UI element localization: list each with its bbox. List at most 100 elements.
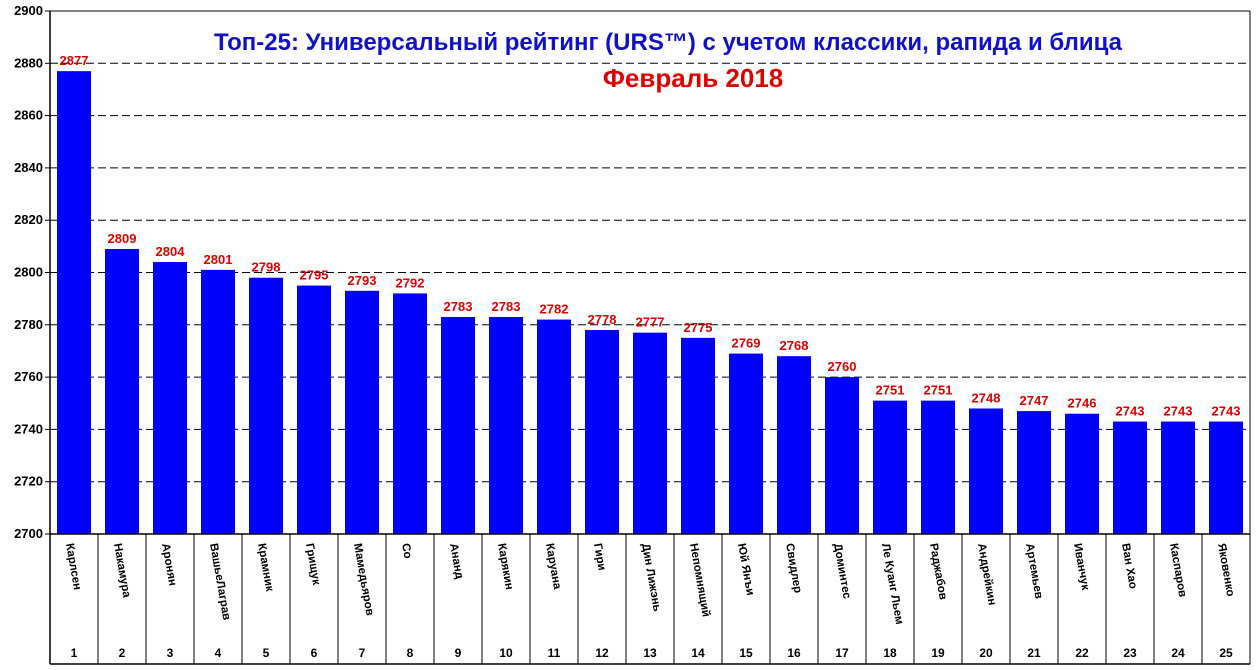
rank-label: 22 xyxy=(1075,646,1089,660)
bar xyxy=(1113,421,1147,534)
bar xyxy=(441,316,475,534)
value-label: 2801 xyxy=(204,252,233,267)
value-label: 2778 xyxy=(588,312,617,327)
bar xyxy=(105,248,139,534)
rank-label: 25 xyxy=(1219,646,1233,660)
y-tick-label: 2780 xyxy=(14,317,43,332)
value-label: 2809 xyxy=(108,231,137,246)
y-axis: 2700 2720 2740 2760 2780 2800 2820 2840 2860 2880… xyxy=(14,3,1251,664)
y-tick-label: 2860 xyxy=(14,108,43,123)
rank-label: 5 xyxy=(263,646,270,660)
chart-subtitle: Февраль 2018 xyxy=(603,63,784,93)
bar xyxy=(57,71,91,535)
bar xyxy=(345,290,379,534)
x-category-label: Крамник xyxy=(255,542,275,592)
x-category-label: Накамура xyxy=(111,542,132,599)
bar xyxy=(1017,411,1051,534)
rank-label: 4 xyxy=(215,646,222,660)
bar xyxy=(249,277,283,534)
bar xyxy=(873,400,907,534)
x-category-label: Со xyxy=(399,542,413,559)
y-tick-label: 2900 xyxy=(14,3,43,18)
bar xyxy=(777,356,811,534)
rank-label: 15 xyxy=(739,646,753,660)
x-category-label: Каспаров xyxy=(1167,542,1188,598)
value-label: 2760 xyxy=(828,359,857,374)
rank-label: 24 xyxy=(1171,646,1185,660)
y-tick-label: 2760 xyxy=(14,369,43,384)
bar xyxy=(489,316,523,534)
bar xyxy=(393,293,427,534)
bar xyxy=(633,332,667,534)
x-category-label: ВашьеЛаграв xyxy=(207,542,232,621)
x-category-label: Грищук xyxy=(303,542,322,586)
bar xyxy=(153,262,187,534)
value-label: 2748 xyxy=(972,390,1001,405)
x-category-label: Яковенко xyxy=(1215,542,1236,597)
bar xyxy=(537,319,571,534)
y-tick-label: 2820 xyxy=(14,212,43,227)
rank-label: 12 xyxy=(595,646,609,660)
value-label: 2768 xyxy=(780,338,809,353)
bar xyxy=(201,269,235,534)
bar xyxy=(585,330,619,534)
x-category-label: Аронян xyxy=(159,542,178,586)
x-category-label: Непомнящий xyxy=(687,542,712,617)
value-label: 2783 xyxy=(492,299,521,314)
bar xyxy=(1209,421,1243,534)
rank-label: 11 xyxy=(548,646,561,660)
x-category-label: Свидлер xyxy=(783,542,804,594)
x-category-label: Юй Янъи xyxy=(735,542,756,596)
rank-label: 8 xyxy=(407,646,414,660)
bar xyxy=(297,285,331,534)
y-tick-label: 2840 xyxy=(14,160,43,175)
value-label: 2743 xyxy=(1116,404,1145,419)
bar xyxy=(825,377,859,534)
value-label: 2743 xyxy=(1164,404,1193,419)
bar xyxy=(1065,413,1099,534)
x-category-label: Мамедьяров xyxy=(351,542,376,616)
value-label: 2877 xyxy=(60,53,89,68)
bar xyxy=(1161,421,1195,534)
bar xyxy=(969,408,1003,534)
bar xyxy=(681,337,715,534)
x-category-label: Ле Куанг Льем xyxy=(879,542,905,625)
x-category-label: Иванчук xyxy=(1071,542,1091,591)
rank-label: 17 xyxy=(835,646,849,660)
y-tick-label: 2800 xyxy=(14,265,43,280)
value-label: 2782 xyxy=(540,302,569,317)
x-category-label: Каруана xyxy=(543,542,563,590)
x-category-label: Андрейкин xyxy=(975,542,998,606)
bar xyxy=(921,400,955,534)
rank-label: 2 xyxy=(119,646,126,660)
bar xyxy=(729,353,763,534)
y-tick-label: 2880 xyxy=(14,55,43,70)
value-label: 2751 xyxy=(924,383,953,398)
rank-label: 9 xyxy=(455,646,462,660)
rank-label: 19 xyxy=(931,646,945,660)
value-label: 2743 xyxy=(1212,404,1241,419)
y-tick-label: 2740 xyxy=(14,421,43,436)
x-category-label: Доминтес xyxy=(831,542,853,600)
y-tick-label: 2720 xyxy=(14,474,43,489)
x-category-label: Раджабов xyxy=(927,542,949,600)
bars-group xyxy=(57,71,1243,535)
x-category-label: Карлсен xyxy=(63,542,83,591)
rank-label: 21 xyxy=(1027,646,1041,660)
value-label: 2795 xyxy=(300,268,329,283)
value-label: 2751 xyxy=(876,383,905,398)
x-category-label: Ван Хао xyxy=(1119,542,1139,589)
value-label: 2793 xyxy=(348,273,377,288)
y-tick-label: 2700 xyxy=(14,526,43,541)
rank-label: 13 xyxy=(643,646,657,660)
value-label: 2798 xyxy=(252,260,281,275)
chart-title: Топ-25: Универсальный рейтинг (URS™) с у… xyxy=(214,29,1123,56)
x-category-label: Карякин xyxy=(495,542,515,590)
x-category-label: Дин Лижэнь xyxy=(639,542,663,612)
rank-label: 6 xyxy=(311,646,318,660)
value-label: 2747 xyxy=(1020,393,1049,408)
rank-label: 18 xyxy=(883,646,897,660)
rank-label: 14 xyxy=(691,646,705,660)
value-label: 2746 xyxy=(1068,396,1097,411)
value-label: 2804 xyxy=(156,244,186,259)
